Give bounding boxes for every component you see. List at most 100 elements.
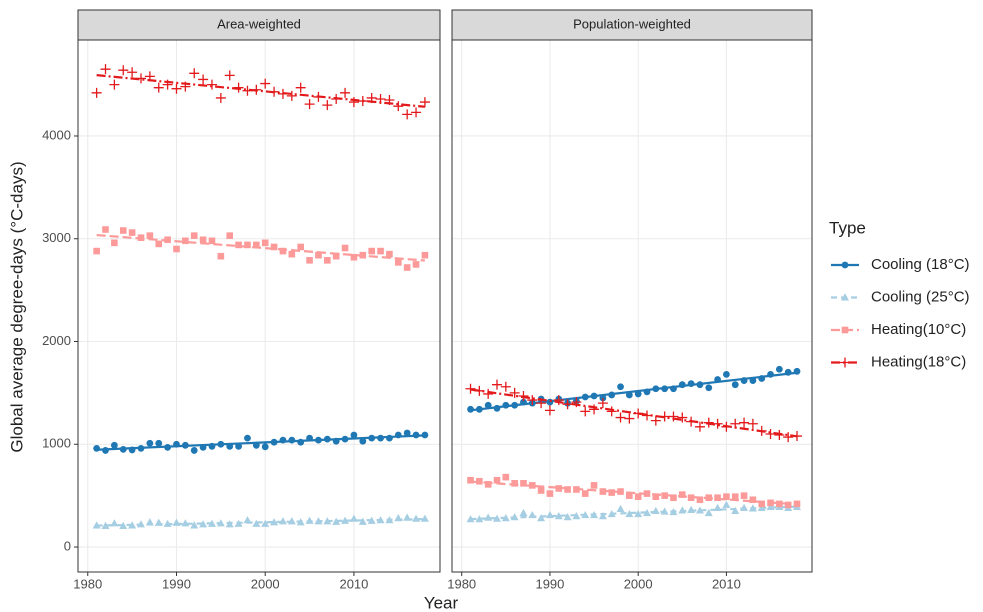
x-tick-label: 1990	[162, 576, 191, 591]
y-axis-title: Global average degree-days (°C-days)	[7, 161, 26, 452]
point	[350, 253, 358, 261]
point	[483, 388, 494, 399]
point	[341, 516, 350, 524]
point	[306, 257, 313, 264]
point	[252, 519, 261, 527]
series	[466, 500, 801, 523]
strip-title: Area-weighted	[217, 16, 301, 31]
point	[155, 439, 163, 447]
point	[198, 74, 209, 85]
point	[615, 412, 626, 423]
legend-label: Heating(10°C)	[871, 321, 966, 338]
trend-line	[470, 371, 798, 412]
point	[235, 241, 242, 249]
point	[260, 78, 271, 89]
point	[377, 247, 384, 255]
point	[694, 421, 705, 432]
point	[502, 473, 510, 481]
y-tick-label: 2000	[42, 333, 71, 348]
legend-label: Heating(18°C)	[871, 353, 966, 370]
point	[696, 496, 704, 504]
point	[661, 492, 668, 499]
point	[155, 240, 163, 248]
point	[93, 247, 100, 255]
point	[420, 514, 429, 522]
point	[146, 439, 154, 447]
point	[555, 485, 563, 492]
point	[295, 82, 306, 93]
point	[224, 70, 235, 81]
point	[286, 90, 297, 101]
point	[411, 107, 422, 118]
point	[597, 398, 608, 409]
point	[324, 257, 331, 264]
point	[484, 401, 492, 409]
point	[110, 441, 118, 449]
point	[705, 384, 713, 392]
point	[554, 512, 563, 520]
point	[537, 487, 545, 494]
trend-line	[96, 434, 425, 451]
legend-marker	[841, 326, 849, 334]
point	[500, 381, 511, 392]
trend-line	[470, 505, 798, 521]
point	[519, 508, 528, 517]
point	[315, 251, 322, 259]
y-tick-label: 3000	[42, 230, 71, 245]
trend-line	[470, 388, 798, 438]
point	[386, 250, 393, 258]
x-tick-label: 2000	[624, 576, 653, 591]
legend-marker	[841, 261, 849, 269]
point	[590, 482, 598, 489]
point	[589, 404, 600, 415]
point	[731, 493, 739, 500]
point	[199, 520, 208, 528]
point	[208, 237, 216, 245]
point	[465, 383, 476, 394]
trend-line	[470, 480, 798, 506]
series	[93, 226, 429, 271]
point	[650, 415, 661, 426]
point	[492, 379, 502, 390]
point	[279, 247, 287, 255]
point	[119, 227, 127, 234]
point	[261, 519, 270, 527]
point	[678, 491, 686, 498]
point	[304, 99, 315, 110]
point	[206, 79, 217, 90]
strip	[77, 9, 441, 41]
point	[109, 79, 120, 90]
point	[341, 244, 349, 252]
legend-marker	[841, 293, 849, 301]
legend-marker	[840, 357, 850, 368]
point	[368, 247, 375, 255]
point	[740, 492, 748, 499]
point	[419, 97, 430, 108]
point	[598, 512, 607, 520]
point	[359, 437, 367, 445]
point	[101, 521, 110, 529]
point	[332, 252, 340, 260]
point	[91, 87, 102, 98]
point	[677, 412, 688, 423]
point	[253, 241, 260, 249]
point	[394, 259, 402, 266]
point	[509, 387, 520, 398]
x-tick-label: 2010	[712, 576, 741, 591]
point	[153, 82, 164, 93]
point	[421, 251, 429, 259]
point	[723, 493, 730, 500]
point	[527, 395, 538, 406]
point	[723, 370, 730, 378]
point	[484, 481, 492, 488]
x-tick-label: 1990	[535, 576, 564, 591]
point	[739, 417, 750, 428]
x-tick-label: 1980	[447, 576, 476, 591]
point	[626, 492, 633, 499]
point	[127, 67, 138, 78]
point	[544, 405, 555, 416]
point	[670, 494, 677, 502]
point	[775, 365, 783, 373]
point	[493, 476, 501, 484]
point	[173, 245, 180, 253]
